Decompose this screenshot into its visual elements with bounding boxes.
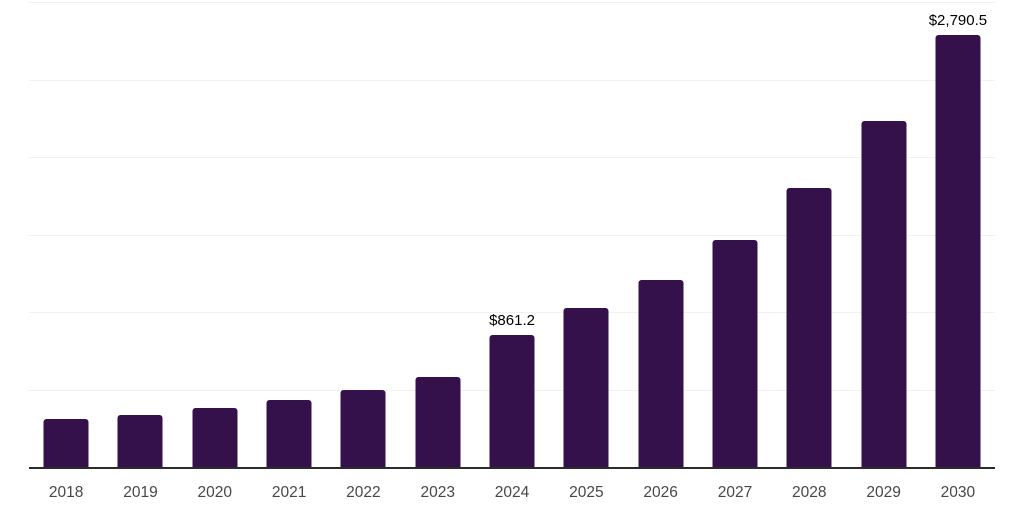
x-axis-label-2030: 2030 (940, 484, 976, 501)
gridline-2500 (29, 79, 995, 81)
bar-2026 (638, 279, 684, 468)
x-axis-label-2026: 2026 (643, 484, 678, 501)
x-axis-labels: 2018 2019 2020 2021 2022 2023 2024 2025 2026 2027… (29, 485, 995, 501)
bar-value-label-2030: $2,790.5 (928, 12, 988, 30)
band-2019 (103, 3, 177, 468)
x-axis-label-2020: 2020 (197, 484, 233, 501)
x-axis-label-2024: 2024 (494, 484, 530, 501)
band-2026 (624, 3, 698, 468)
bar-2022 (340, 389, 386, 468)
gridline-1500 (29, 234, 995, 236)
band-2029 (846, 3, 920, 468)
band-2025 (549, 3, 623, 468)
bar-2019 (117, 415, 163, 468)
x-axis-label-2029: 2029 (866, 484, 901, 501)
bar-2027 (712, 240, 758, 468)
band-2030: $2,790.5 (921, 3, 995, 468)
band-2020 (178, 3, 252, 468)
bar-2018 (43, 419, 89, 468)
bar-value-label-2024: $861.2 (489, 311, 535, 329)
x-axis-label-2028: 2028 (792, 484, 827, 501)
x-axis-label-2022: 2022 (346, 484, 381, 501)
x-axis-label-2023: 2023 (420, 484, 455, 501)
gridline-1000 (29, 312, 995, 313)
band-2028 (772, 3, 846, 468)
plot-area: $861.2 $2,790.5 (29, 2, 995, 468)
x-axis-line (29, 467, 995, 469)
bar-2028 (786, 188, 832, 468)
band-2022 (326, 3, 400, 468)
x-axis-label-2019: 2019 (123, 484, 158, 501)
bar-2024 (489, 334, 535, 468)
band-2027 (698, 3, 772, 468)
x-axis-label-2025: 2025 (569, 484, 604, 501)
band-2024: $861.2 (475, 3, 549, 468)
band-2021 (252, 3, 326, 468)
bar-2029 (861, 120, 907, 468)
band-2018 (29, 3, 103, 468)
x-axis-label-2027: 2027 (717, 484, 753, 501)
x-axis-label-2018: 2018 (48, 484, 84, 501)
x-axis-label-2021: 2021 (271, 484, 307, 501)
bars-container: $861.2 $2,790.5 (29, 3, 995, 468)
gridline-2000 (29, 157, 995, 158)
bar-2020 (192, 407, 238, 468)
band-2023 (401, 3, 475, 468)
bar-2023 (415, 376, 461, 468)
gridline-3000 (29, 2, 995, 3)
bar-2030 (935, 35, 981, 468)
bar-2025 (563, 308, 609, 468)
bar-2021 (266, 399, 312, 468)
